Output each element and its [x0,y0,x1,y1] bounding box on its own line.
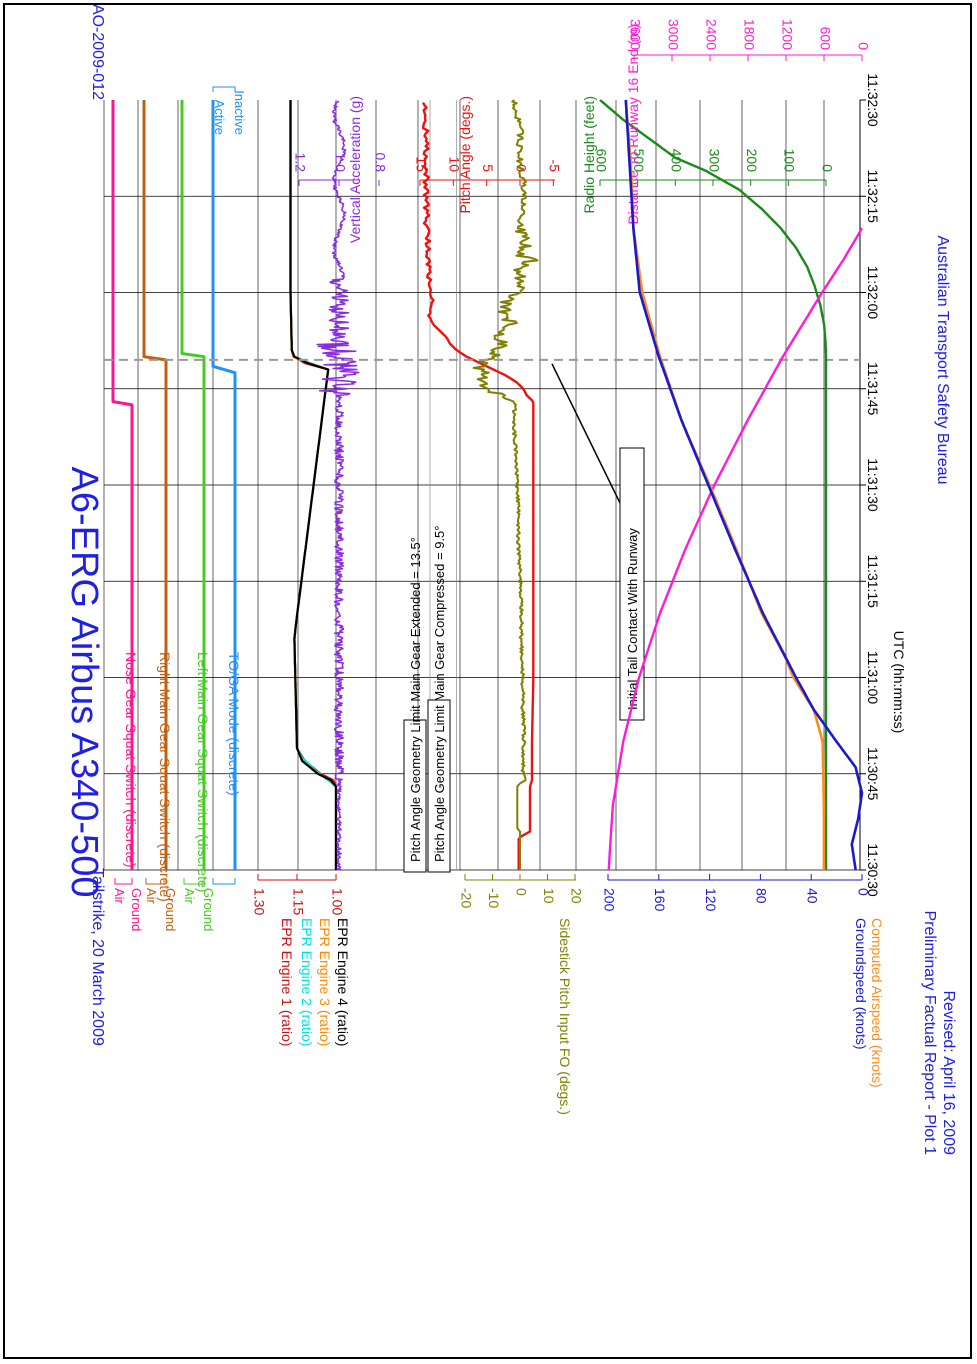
speed-tick-label: 0 [855,888,871,896]
groundspeed-trace [624,99,864,871]
discrete-label-left_main_gear: Left Main Gear Squat Switch (discrete) [195,652,211,892]
pitch-limit-extended-box [403,719,427,873]
pitch-axis-label: Pitch Angle (degs.) [457,96,473,214]
distance-tick-label: 2400 [703,19,719,50]
radio-height-tick-label: 100 [782,149,798,173]
radio-height-tick-label: 500 [631,149,647,173]
discrete-bracket-nose_gear [114,878,133,885]
toga-bracket-top [212,86,236,92]
left-gear-ground-label: Ground [201,888,216,931]
toga-inactive-label: Inactive [232,90,247,135]
radio-height-tick-label: 300 [706,149,722,173]
time-tick-label: 11:31:30 [865,458,881,512]
sidestick-tick-label: 20 [568,888,584,904]
pitch-tick-label: 10 [447,156,463,172]
discrete-label-nose_gear: Nose Gear Squat Switch (discrete) [123,652,139,868]
epr-tick-label: 1.00 [329,888,345,915]
discrete-label-right_main_gear: Right Main Gear Squat Switch (discrete) [157,652,173,902]
distance-tick-label: 0 [855,42,871,50]
pitch-angle-trace [421,102,535,870]
chart-subtitle-left: Tailstrike, 20 March 2009 [89,868,106,1046]
radio-height-tick-label: 200 [744,149,760,173]
pitch-limit-compressed-label: Pitch Angle Geometry Limit Main Gear Com… [432,526,447,862]
vertical-accel-tick-label: 1.0 [332,153,348,173]
speed-tick-label: 200 [601,888,617,912]
time-tick-label: 11:32:00 [865,266,881,320]
chart-title: A6-ERG Airbus A340-500 [63,467,105,898]
discrete-trace-nose_gear [111,100,134,870]
speed-tick-label: 160 [652,888,668,912]
vertical-accel-tick-label: 1.2 [292,153,308,173]
footer-revision-date: Revised: April 16, 2009 [940,990,957,1155]
sidestick-tick-label: 0 [513,888,529,896]
discrete-trace-right_main_gear [142,100,168,870]
epr-series-label-epr2: EPR Engine 2 (ratio) [299,918,315,1046]
speed-tick-label: 120 [703,888,719,912]
time-tick-label: 11:31:45 [865,362,881,416]
epr-tick-label: 1.15 [290,888,306,915]
radio-height-tick-label: 0 [819,164,835,172]
sidestick-axis-label: Sidestick Pitch Input FO (degs.) [557,918,573,1115]
page-frame [3,3,972,1359]
tail-contact-leader-line [551,363,621,504]
pitch-tick-label: 5 [480,164,496,172]
vertical-accel-tick-label: 0.8 [372,153,388,173]
distance-tick-label: 1800 [741,19,757,50]
discrete-trace-toga [211,100,237,870]
tail-contact-annotation-label: Initial Tail Contact With Runway [625,528,640,710]
pitch-limit-extended-label: Pitch Angle Geometry Limit Main Gear Ext… [408,537,423,862]
distance-tick-label: 600 [817,27,833,51]
time-tick-label: 11:32:15 [865,170,881,224]
pitch-tick-label: -5 [547,160,563,173]
time-tick-label: 11:32:30 [865,73,881,127]
time-tick-label: 11:30:30 [865,843,881,897]
epr-trace-epr4 [289,100,338,870]
discrete-bracket-right_main_gear [145,878,167,885]
time-tick-label: 11:31:00 [865,651,881,705]
speed-tick-label: 80 [754,888,770,904]
epr-series-label-epr3: EPR Engine 3 (ratio) [317,918,333,1046]
groundspeed-axis-label: Groundspeed (knots) [853,918,869,1050]
epr-series-label-epr1: EPR Engine 1 (ratio) [279,918,295,1046]
epr-tick-label: 1.30 [251,888,267,915]
vertical-accel-axis-label: Vertical Acceleration (g) [347,96,363,243]
toga-active-label: Active [212,100,227,135]
time-axis-label: UTC (hh:mm:ss) [891,631,907,734]
distance-tick-label: 3000 [665,19,681,50]
discrete-trace-left_main_gear [180,100,206,870]
sidestick-tick-label: -10 [486,888,502,908]
sidestick-tick-label: 10 [541,888,557,904]
distance-tick-label: 3600 [627,19,643,50]
time-tick-label: 11:31:15 [865,555,881,609]
vertical-acceleration-trace [316,100,360,871]
left-gear-air-label: Air [182,888,197,905]
speed-tick-label: 40 [804,888,820,904]
airspeed-axis-label: Computed Airspeed (knots) [869,918,885,1088]
right-gear-air-label: Air [144,888,159,905]
sidestick-tick-label: -20 [458,888,474,908]
epr-series-label-epr4: EPR Engine 4 (ratio) [335,918,351,1046]
time-tick-label: 11:30:45 [865,747,881,801]
radio-height-tick-label: 600 [593,149,609,173]
radio-height-axis-label: Radio Height (feet) [581,96,597,214]
discrete-bracket-toga [212,878,236,885]
nose-gear-ground-label: Ground [129,888,144,931]
nose-gear-air-label: Air [112,888,127,905]
discrete-label-toga: TO/GA Mode (discrete) [226,652,242,796]
radio-height-trace [599,99,828,870]
chart-subtitle-right: AO-2009-012 [89,4,106,100]
right-gear-ground-label: Ground [163,888,178,931]
footer-organisation: Australian Transport Safety Bureau [934,235,951,484]
sidestick-trace [472,99,539,870]
discrete-bracket-left_main_gear [183,878,205,885]
distance-trace [607,227,864,871]
distance-tick-label: 1200 [779,19,795,50]
pitch-limit-compressed-box [427,699,451,873]
footer-report-title: Preliminary Factual Report - Plot 1 [921,910,938,1155]
